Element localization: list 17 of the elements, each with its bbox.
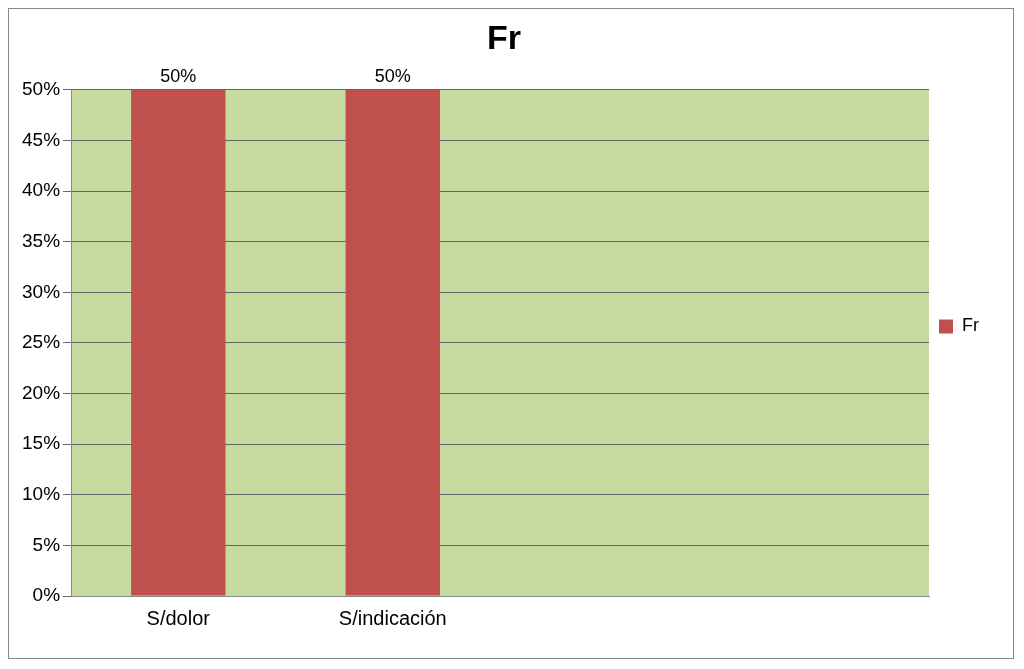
y-tick-label: 20% — [22, 381, 61, 403]
y-tick-label: 50% — [22, 78, 61, 100]
y-tick-label: 45% — [22, 128, 61, 150]
y-tick-label: 35% — [22, 229, 61, 251]
y-tick-label: 40% — [22, 179, 61, 201]
x-tick-label: S/indicación — [338, 606, 447, 629]
legend-label: Fr — [962, 315, 980, 336]
y-tick-label: 5% — [32, 533, 61, 555]
y-tick-label: 30% — [22, 280, 61, 302]
y-tick-label: 10% — [22, 482, 61, 504]
data-label: 50% — [374, 65, 411, 86]
y-tick-label: 15% — [22, 432, 61, 454]
x-tick-label: S/dolor — [146, 606, 211, 629]
data-label: 50% — [160, 65, 197, 86]
y-tick-label: 0% — [32, 584, 61, 606]
y-tick-label: 25% — [22, 331, 61, 353]
chart-title: Fr — [487, 17, 521, 56]
